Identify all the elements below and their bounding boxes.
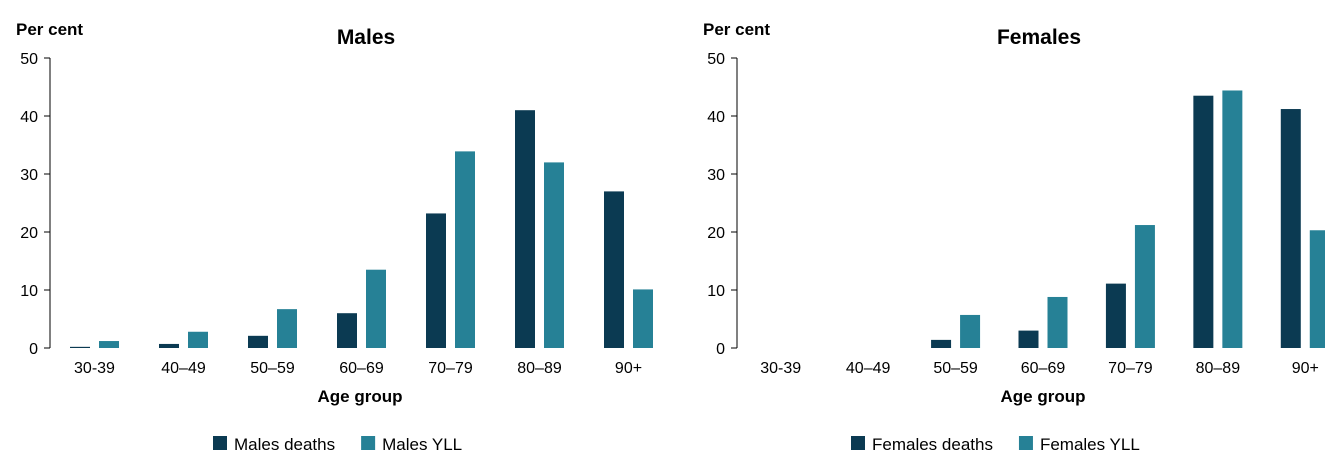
females-x-tick-label: 90+ xyxy=(1292,360,1319,377)
males-x-tick-label: 70–79 xyxy=(428,360,473,377)
males-bar-deaths xyxy=(604,191,624,348)
males-bar-deaths xyxy=(515,110,535,348)
males-y-tick-label: 30 xyxy=(20,167,38,184)
males-legend-swatch xyxy=(361,436,376,450)
females-x-tick-label: 70–79 xyxy=(1108,360,1153,377)
males-x-tick-label: 80–89 xyxy=(517,360,562,377)
males-bar-deaths xyxy=(70,346,90,348)
males-legend-swatch xyxy=(213,436,227,450)
females-bar-yll xyxy=(1309,230,1325,348)
males-legend-label: Males YLL xyxy=(382,435,462,454)
males-y-tick-label: 0 xyxy=(29,341,38,358)
males-x-tick-label: 40–49 xyxy=(161,360,206,377)
males-bar-deaths xyxy=(337,313,357,348)
males-bar-deaths xyxy=(159,343,179,348)
females-bar-deaths xyxy=(1105,283,1126,348)
females-legend-label: Females YLL xyxy=(1040,435,1140,454)
males-bar-deaths xyxy=(248,335,268,348)
females-y-unit-label: Per cent xyxy=(703,20,770,39)
males-x-tick-label: 50–59 xyxy=(250,360,295,377)
females-chart-title: Females xyxy=(997,26,1081,49)
males-y-unit-label: Per cent xyxy=(16,20,83,39)
females-x-tick-label: 30-39 xyxy=(760,360,801,377)
males-bar-deaths xyxy=(426,213,446,348)
males-y-tick-label: 10 xyxy=(20,283,38,300)
females-bar-deaths xyxy=(1193,95,1214,348)
females-bar-deaths xyxy=(931,339,952,348)
males-y-tick-label: 40 xyxy=(20,109,38,126)
females-bar-yll xyxy=(1222,90,1243,348)
males-x-tick-label: 90+ xyxy=(615,360,642,377)
males-x-axis-label: Age group xyxy=(318,387,403,406)
males-bar-yll xyxy=(455,151,475,348)
females-y-tick-label: 10 xyxy=(707,283,725,300)
males-bar-yll xyxy=(544,162,564,348)
males-bar-yll xyxy=(277,309,297,348)
females-x-tick-label: 40–49 xyxy=(846,360,891,377)
females-y-tick-label: 0 xyxy=(716,341,725,358)
females-legend-swatch xyxy=(851,436,865,450)
females-chart: Per cent Females Age group 0 10 20 30 40 50 30… xyxy=(703,20,1325,454)
males-y-tick-label: 20 xyxy=(20,225,38,242)
males-chart-title: Males xyxy=(337,26,395,49)
females-bar-yll xyxy=(1047,296,1068,348)
males-bar-yll xyxy=(633,289,653,348)
females-x-axis-label: Age group xyxy=(1001,387,1086,406)
females-y-tick-label: 30 xyxy=(707,167,725,184)
males-y-tick-label: 50 xyxy=(20,51,38,68)
males-bar-yll xyxy=(188,331,208,348)
males-x-tick-label: 30-39 xyxy=(74,360,115,377)
females-y-tick-label: 40 xyxy=(707,109,725,126)
females-bar-deaths xyxy=(1018,330,1039,348)
females-y-tick-label: 50 xyxy=(707,51,725,68)
males-x-tick-label: 60–69 xyxy=(339,360,384,377)
females-x-tick-label: 50–59 xyxy=(933,360,978,377)
females-bar-deaths xyxy=(1280,109,1301,348)
females-bar-yll xyxy=(960,314,981,348)
males-bar-yll xyxy=(99,341,119,348)
females-legend-swatch xyxy=(1018,436,1033,450)
females-x-tick-label: 80–89 xyxy=(1196,360,1241,377)
males-legend-label: Males deaths xyxy=(234,435,335,454)
females-legend-label: Females deaths xyxy=(872,435,993,454)
males-bar-yll xyxy=(366,269,386,348)
females-bar-yll xyxy=(1134,225,1155,348)
females-y-tick-label: 20 xyxy=(707,225,725,242)
males-chart: Per cent Males Age group 0 10 20 30 40 50 30-3… xyxy=(16,20,653,454)
females-x-tick-label: 60–69 xyxy=(1021,360,1066,377)
